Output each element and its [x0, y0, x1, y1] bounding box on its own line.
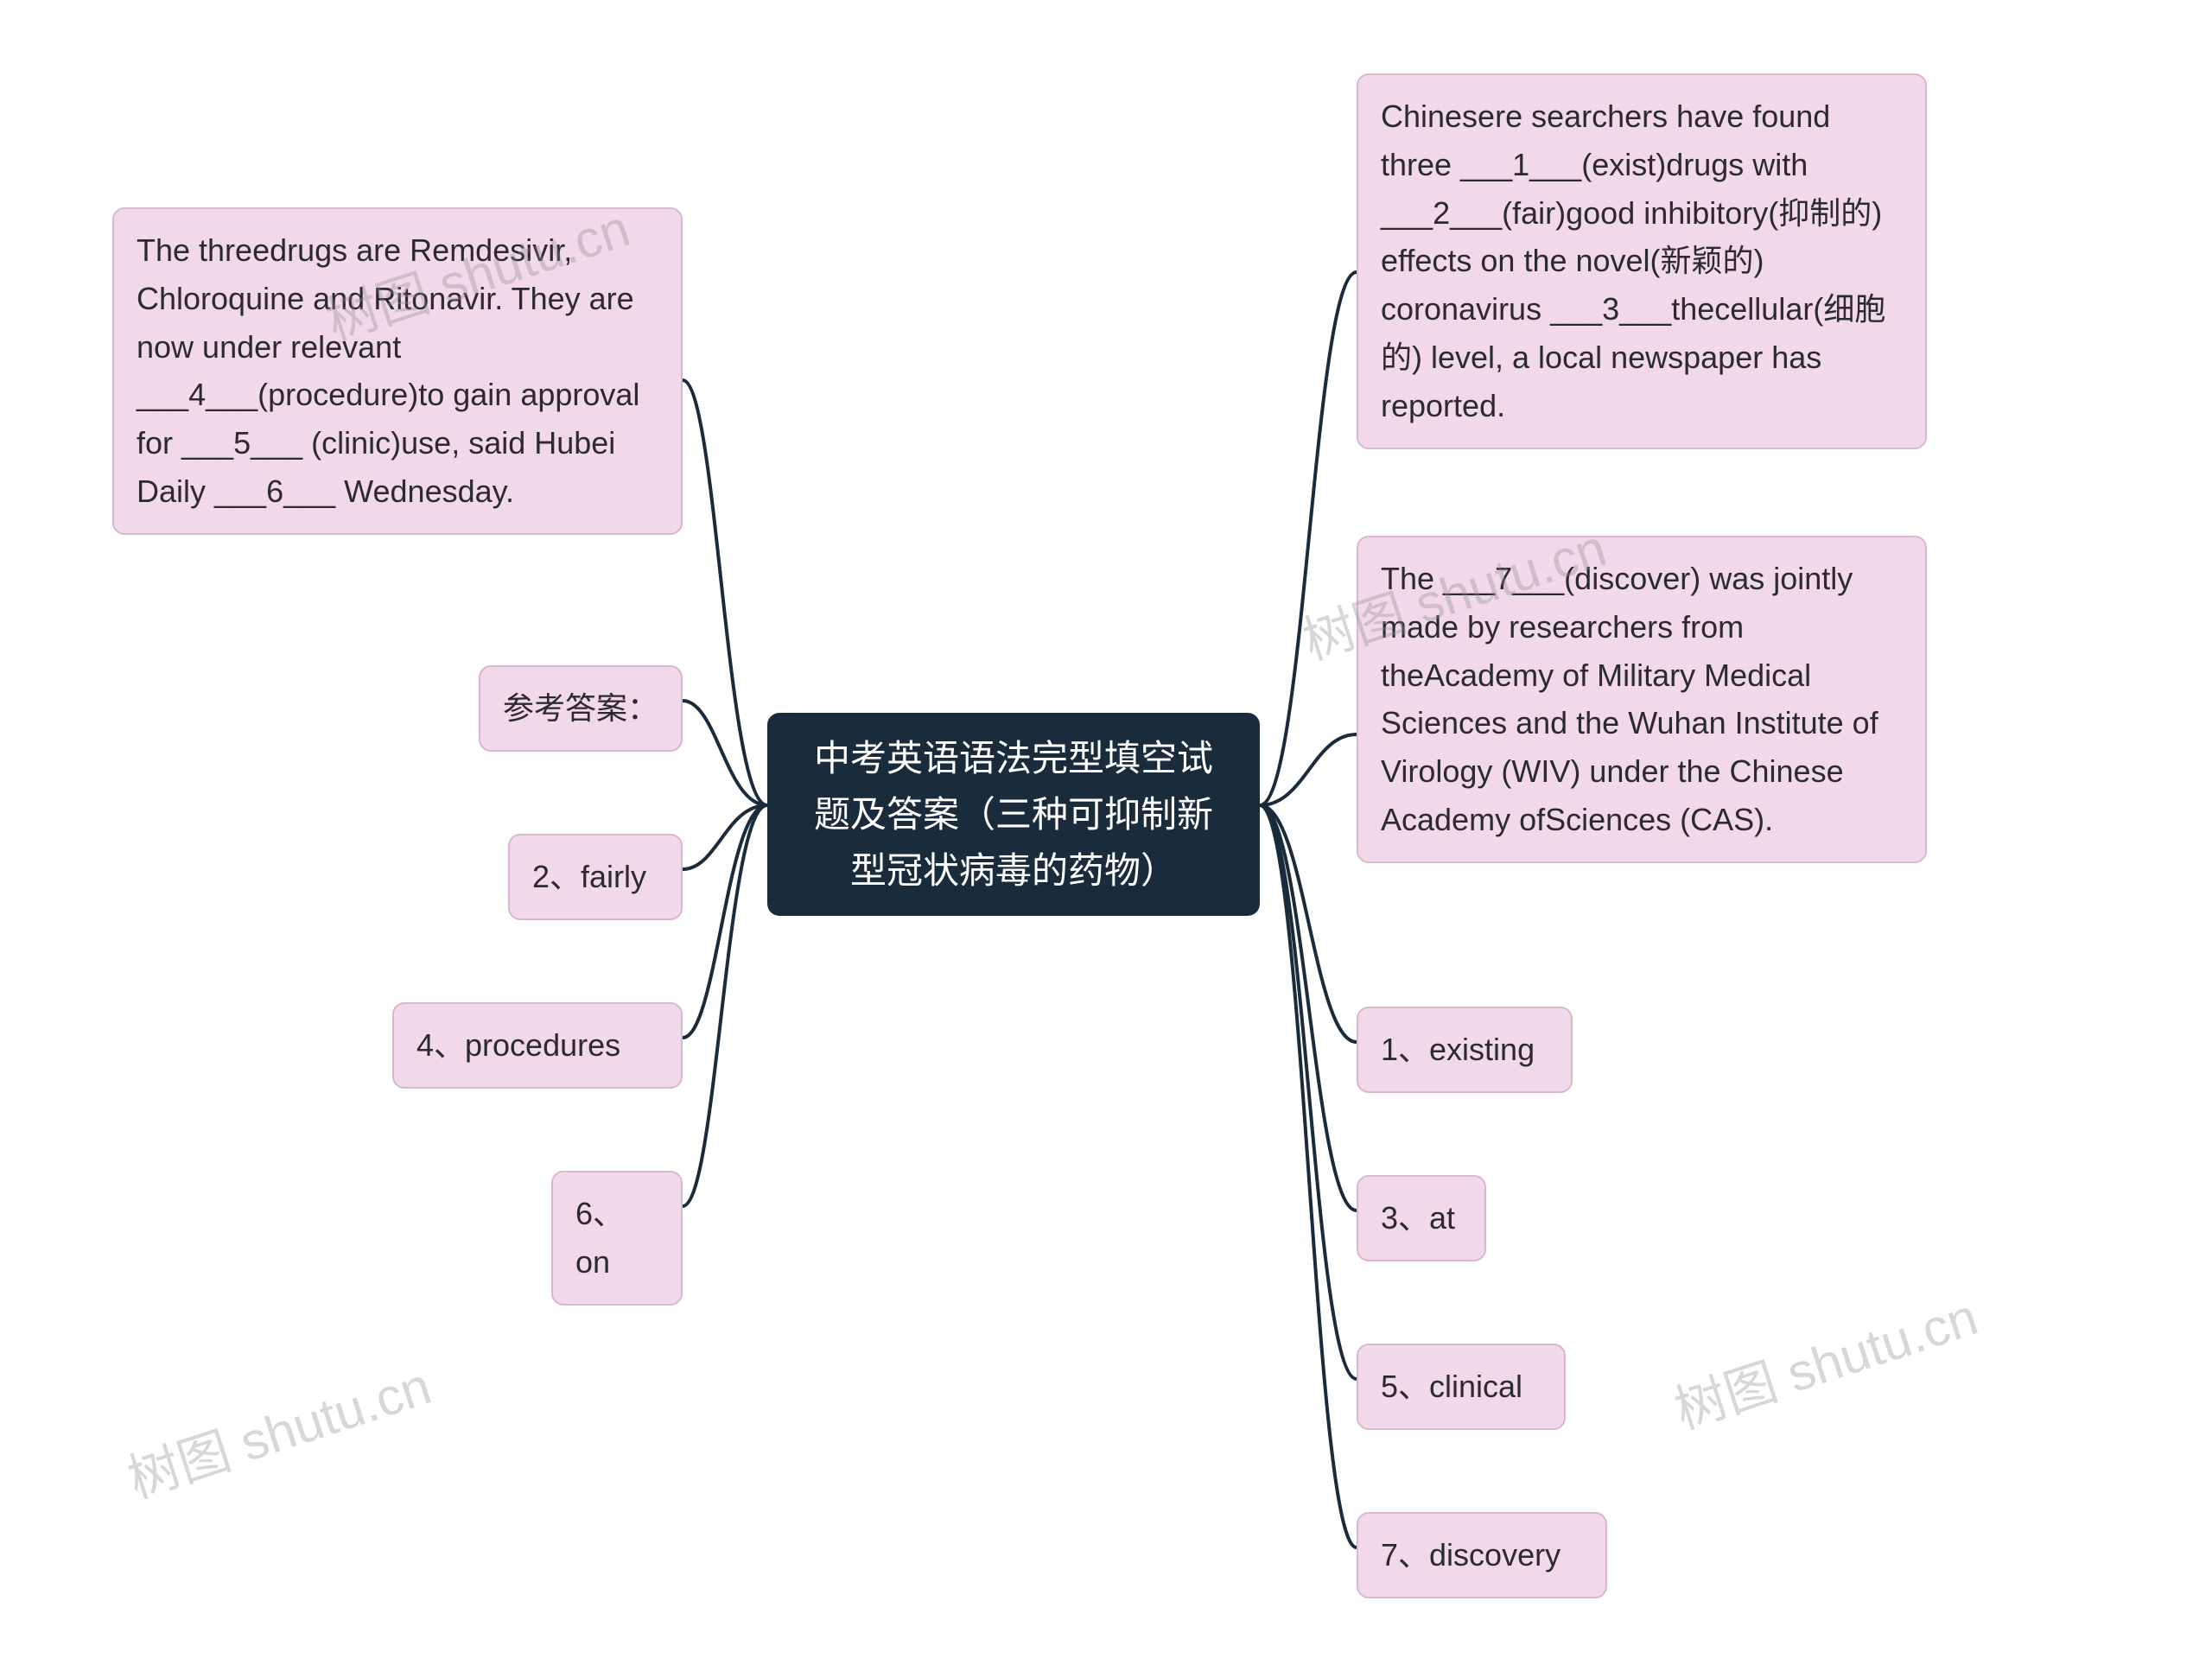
right-node-5: 7、discovery [1357, 1512, 1607, 1598]
left-node-1-text: 参考答案： [503, 690, 658, 726]
right-node-4-text: 5、clinical [1381, 1369, 1522, 1404]
right-node-5-text: 7、discovery [1381, 1537, 1560, 1573]
watermark-2: 树图 shutu.cn [117, 1344, 439, 1513]
right-node-2-text: 1、existing [1381, 1032, 1535, 1067]
left-node-2-text: 2、fairly [532, 859, 646, 894]
left-node-2: 2、fairly [508, 834, 683, 920]
right-node-0-text: Chinesere searchers have found three ___… [1381, 98, 1885, 423]
center-node: 中考英语语法完型填空试 题及答案（三种可抑制新 型冠状病毒的药物） [767, 713, 1260, 916]
right-node-3-text: 3、at [1381, 1200, 1455, 1236]
left-node-3: 4、procedures [392, 1002, 683, 1089]
right-node-1-text: The ___7___(discover) was jointly made b… [1381, 561, 1878, 837]
center-line-3: 型冠状病毒的药物） [790, 842, 1237, 899]
left-node-0: The threedrugs are Remdesivir, Chloroqui… [112, 207, 683, 535]
left-node-4: 6、on [551, 1171, 683, 1306]
left-node-1: 参考答案： [479, 665, 683, 752]
center-line-2: 题及答案（三种可抑制新 [790, 786, 1237, 842]
right-node-2: 1、existing [1357, 1007, 1573, 1093]
watermark-3: 树图 shutu.cn [1663, 1275, 1986, 1444]
watermark-3-text: 树图 shutu.cn [1668, 1287, 1984, 1439]
left-node-4-text: 6、on [575, 1196, 624, 1280]
watermark-2-text: 树图 shutu.cn [121, 1356, 437, 1509]
left-node-0-text: The threedrugs are Remdesivir, Chloroqui… [137, 232, 639, 509]
right-node-4: 5、clinical [1357, 1344, 1566, 1430]
left-node-3-text: 4、procedures [416, 1027, 620, 1063]
right-node-3: 3、at [1357, 1175, 1486, 1261]
right-node-1: The ___7___(discover) was jointly made b… [1357, 536, 1927, 863]
right-node-0: Chinesere searchers have found three ___… [1357, 73, 1927, 449]
center-line-1: 中考英语语法完型填空试 [790, 730, 1237, 786]
